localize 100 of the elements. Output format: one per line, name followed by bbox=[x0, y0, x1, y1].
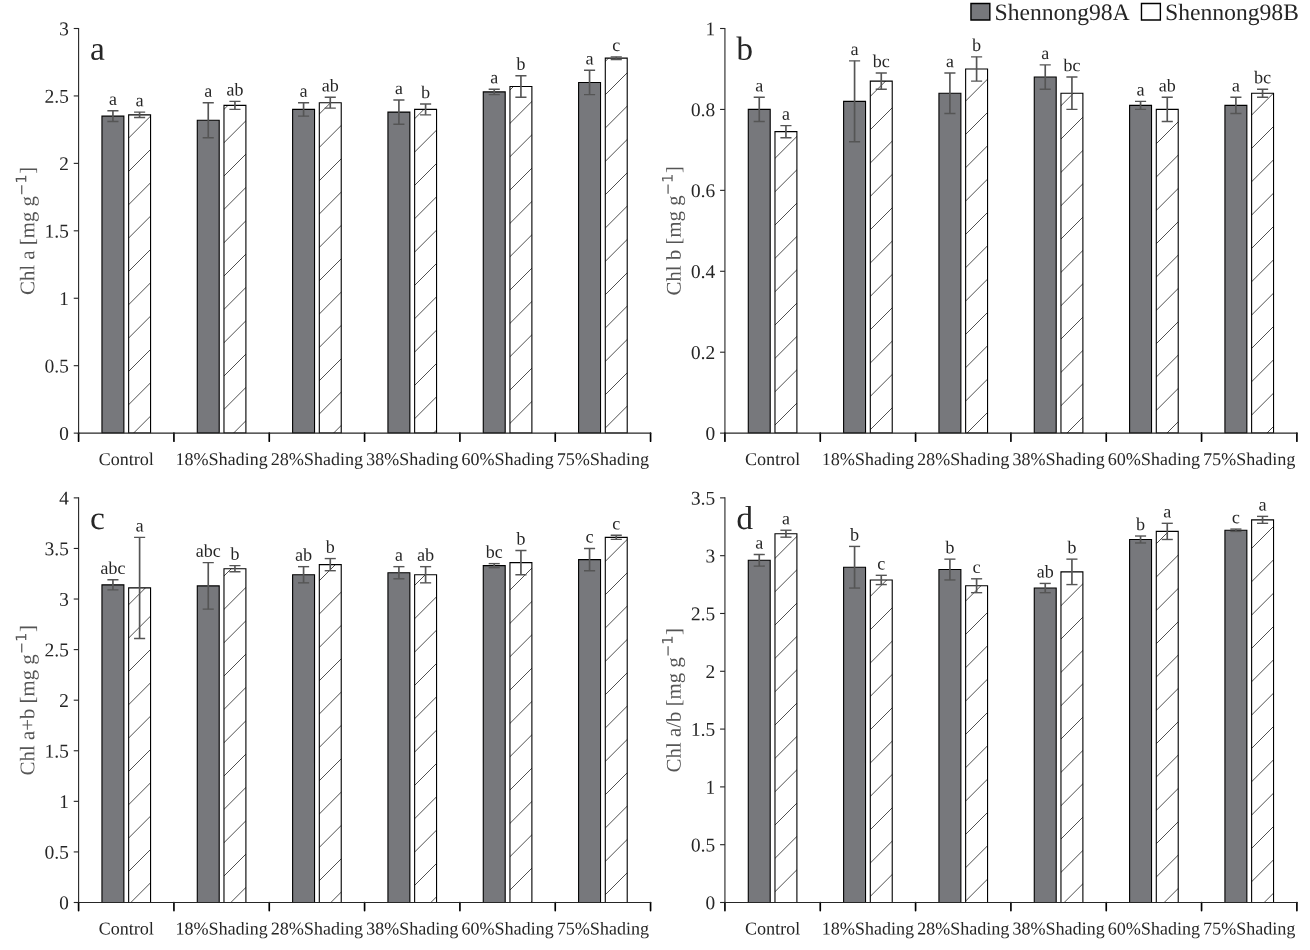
y-tick-label: 2.5 bbox=[691, 607, 715, 621]
data-label: b bbox=[516, 532, 525, 545]
data-label: b bbox=[850, 528, 859, 541]
x-tick-label: 38%Shading bbox=[1013, 452, 1105, 469]
x-tick-label: 60%Shading bbox=[1108, 921, 1200, 939]
y-tick-label: 4 bbox=[59, 491, 69, 505]
x-tick-label: 75%Shading bbox=[1204, 921, 1296, 939]
y-tick-label: 3 bbox=[60, 592, 69, 606]
y-tick-label: 0.4 bbox=[691, 265, 715, 279]
data-label: abc bbox=[196, 544, 221, 557]
data-label: a bbox=[204, 88, 213, 97]
data-label: a bbox=[109, 96, 117, 106]
data-label: a bbox=[395, 552, 403, 561]
x-tick-label: 28%Shading bbox=[917, 452, 1010, 469]
data-label: ab bbox=[295, 548, 312, 561]
data-label: c bbox=[1232, 514, 1240, 524]
data-label: b bbox=[945, 540, 954, 554]
x-tick-label: Control bbox=[99, 452, 154, 466]
y-tick-label: 1 bbox=[707, 780, 715, 794]
x-tick-label: 75%Shading bbox=[1204, 452, 1296, 469]
chart-title: c bbox=[91, 513, 104, 530]
y-tick-label: 0.2 bbox=[691, 346, 715, 360]
data-label: b bbox=[1067, 540, 1076, 554]
y-axis-title: Chl a+b [mg g$^{−1}$] bbox=[15, 626, 39, 775]
legend-label: Shennong98B bbox=[1166, 3, 1298, 26]
data-label: b bbox=[325, 540, 335, 553]
x-tick-label: 28%Shading bbox=[271, 452, 363, 469]
data-label: a bbox=[782, 515, 790, 525]
y-tick-label: 3.5 bbox=[45, 542, 69, 556]
y-tick-label: 3 bbox=[60, 22, 69, 36]
y-axis-title: Chl a [mg g$^{−1}$] bbox=[15, 168, 39, 295]
data-label: a bbox=[490, 74, 498, 84]
x-tick-label: 18%Shading bbox=[177, 452, 268, 469]
data-label: bc bbox=[1254, 70, 1271, 84]
chart-title: b bbox=[736, 36, 752, 61]
legend-label: Shennong98A bbox=[996, 3, 1130, 26]
data-label: b bbox=[421, 85, 430, 99]
y-tick-label: 1 bbox=[60, 292, 68, 305]
x-tick-label: 38%Shading bbox=[366, 921, 459, 939]
data-label: a bbox=[946, 58, 954, 68]
x-tick-label: 18%Shading bbox=[177, 921, 268, 939]
y-tick-label: 0.5 bbox=[45, 359, 69, 373]
x-tick-label: 18%Shading bbox=[823, 452, 914, 469]
data-label: a bbox=[586, 55, 594, 65]
data-label: a bbox=[1041, 50, 1049, 60]
data-label: a bbox=[1232, 82, 1240, 92]
data-label: ab bbox=[1159, 78, 1176, 92]
x-tick-label: 28%Shading bbox=[917, 921, 1010, 939]
x-tick-label: 18%Shading bbox=[823, 921, 914, 939]
y-tick-label: 0.8 bbox=[691, 103, 715, 117]
y-axis-title: Chl b [mg g$^{−1}$] bbox=[662, 167, 686, 295]
y-tick-label: 1 bbox=[60, 795, 68, 809]
data-label: a bbox=[755, 82, 764, 92]
y-tick-label: 0.5 bbox=[691, 838, 715, 852]
y-tick-label: 3.5 bbox=[691, 491, 715, 505]
x-tick-label: 60%Shading bbox=[462, 452, 554, 469]
data-label: bc bbox=[1063, 58, 1080, 72]
data-label: a bbox=[1137, 86, 1145, 96]
data-label: bc bbox=[872, 54, 890, 68]
y-tick-label: 2.5 bbox=[45, 643, 69, 657]
y-tick-label: 2 bbox=[706, 665, 715, 679]
chart-title: d bbox=[737, 505, 753, 530]
y-tick-label: 0 bbox=[706, 896, 715, 910]
x-tick-label: 38%Shading bbox=[1013, 921, 1105, 939]
y-axis-title: Chl a/b [mg g$^{−1}$] bbox=[662, 629, 686, 772]
x-tick-label: Control bbox=[745, 452, 800, 466]
data-label: a bbox=[395, 85, 403, 95]
data-label: c bbox=[586, 534, 594, 543]
x-tick-label: Control bbox=[745, 921, 800, 935]
y-tick-label: 1 bbox=[707, 22, 715, 36]
data-label: a bbox=[300, 88, 308, 97]
data-label: b bbox=[516, 57, 525, 71]
data-label: a bbox=[755, 540, 764, 549]
y-tick-label: 1.5 bbox=[46, 224, 69, 238]
y-tick-label: 0 bbox=[59, 896, 69, 910]
y-tick-label: 2.5 bbox=[45, 89, 69, 103]
data-label: bc bbox=[485, 545, 503, 558]
data-label: b bbox=[1136, 517, 1145, 531]
data-label: c bbox=[612, 42, 620, 52]
x-tick-label: 28%Shading bbox=[271, 921, 363, 939]
y-tick-label: 1.5 bbox=[692, 723, 715, 737]
data-label: b bbox=[230, 547, 239, 560]
y-tick-label: 3 bbox=[706, 549, 715, 563]
data-label: ab bbox=[227, 82, 243, 96]
data-label: a bbox=[1259, 502, 1267, 511]
data-label: a bbox=[1163, 508, 1172, 518]
data-label: a bbox=[136, 522, 144, 532]
y-tick-label: 2 bbox=[60, 157, 68, 171]
y-tick-label: 0.6 bbox=[691, 184, 715, 198]
data-label: ab bbox=[1037, 565, 1054, 578]
y-tick-label: 2 bbox=[60, 694, 68, 707]
data-label: a bbox=[782, 111, 790, 120]
data-label: ab bbox=[417, 548, 434, 561]
y-tick-label: 0 bbox=[59, 426, 69, 441]
data-label: a bbox=[136, 97, 144, 107]
x-tick-label: 60%Shading bbox=[1108, 452, 1200, 469]
x-tick-label: 38%Shading bbox=[366, 452, 459, 469]
chart-title: a bbox=[91, 44, 105, 61]
y-tick-label: 1.5 bbox=[46, 744, 69, 758]
data-label: a bbox=[851, 46, 859, 56]
